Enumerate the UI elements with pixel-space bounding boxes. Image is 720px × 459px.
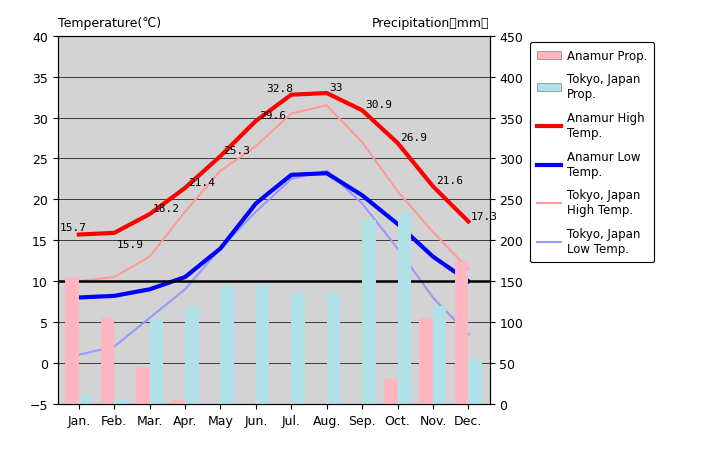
Bar <box>136 367 150 404</box>
Bar <box>468 359 482 404</box>
Text: 21.6: 21.6 <box>436 176 463 186</box>
Bar <box>420 318 433 404</box>
Text: 15.7: 15.7 <box>60 223 86 233</box>
Bar <box>433 306 446 404</box>
Bar <box>114 400 127 404</box>
Text: 33: 33 <box>330 83 343 93</box>
Text: 17.3: 17.3 <box>471 211 498 221</box>
Bar <box>220 285 234 404</box>
Bar <box>327 294 340 404</box>
Bar <box>185 306 199 404</box>
Text: 18.2: 18.2 <box>153 204 179 214</box>
Bar <box>171 400 185 404</box>
Bar <box>101 318 114 404</box>
Bar <box>362 220 376 404</box>
Bar <box>292 294 305 404</box>
Text: 30.9: 30.9 <box>365 100 392 110</box>
Bar <box>256 285 269 404</box>
Text: 15.9: 15.9 <box>117 239 144 249</box>
Text: Temperature(℃): Temperature(℃) <box>58 17 161 30</box>
Legend: Anamur Prop., Tokyo, Japan
Prop., Anamur High
Temp., Anamur Low
Temp., Tokyo, Ja: Anamur Prop., Tokyo, Japan Prop., Anamur… <box>530 43 654 263</box>
Text: 21.4: 21.4 <box>188 178 215 188</box>
Bar <box>384 380 397 404</box>
Text: Precipitation（mm）: Precipitation（mm） <box>372 17 490 30</box>
Text: 32.8: 32.8 <box>266 84 293 93</box>
Text: 25.3: 25.3 <box>223 146 251 156</box>
Bar <box>66 277 79 404</box>
Bar <box>79 396 92 404</box>
Text: 29.6: 29.6 <box>258 111 286 121</box>
Bar <box>150 318 163 404</box>
Text: 26.9: 26.9 <box>400 133 427 143</box>
Bar <box>397 212 411 404</box>
Bar <box>455 261 468 404</box>
